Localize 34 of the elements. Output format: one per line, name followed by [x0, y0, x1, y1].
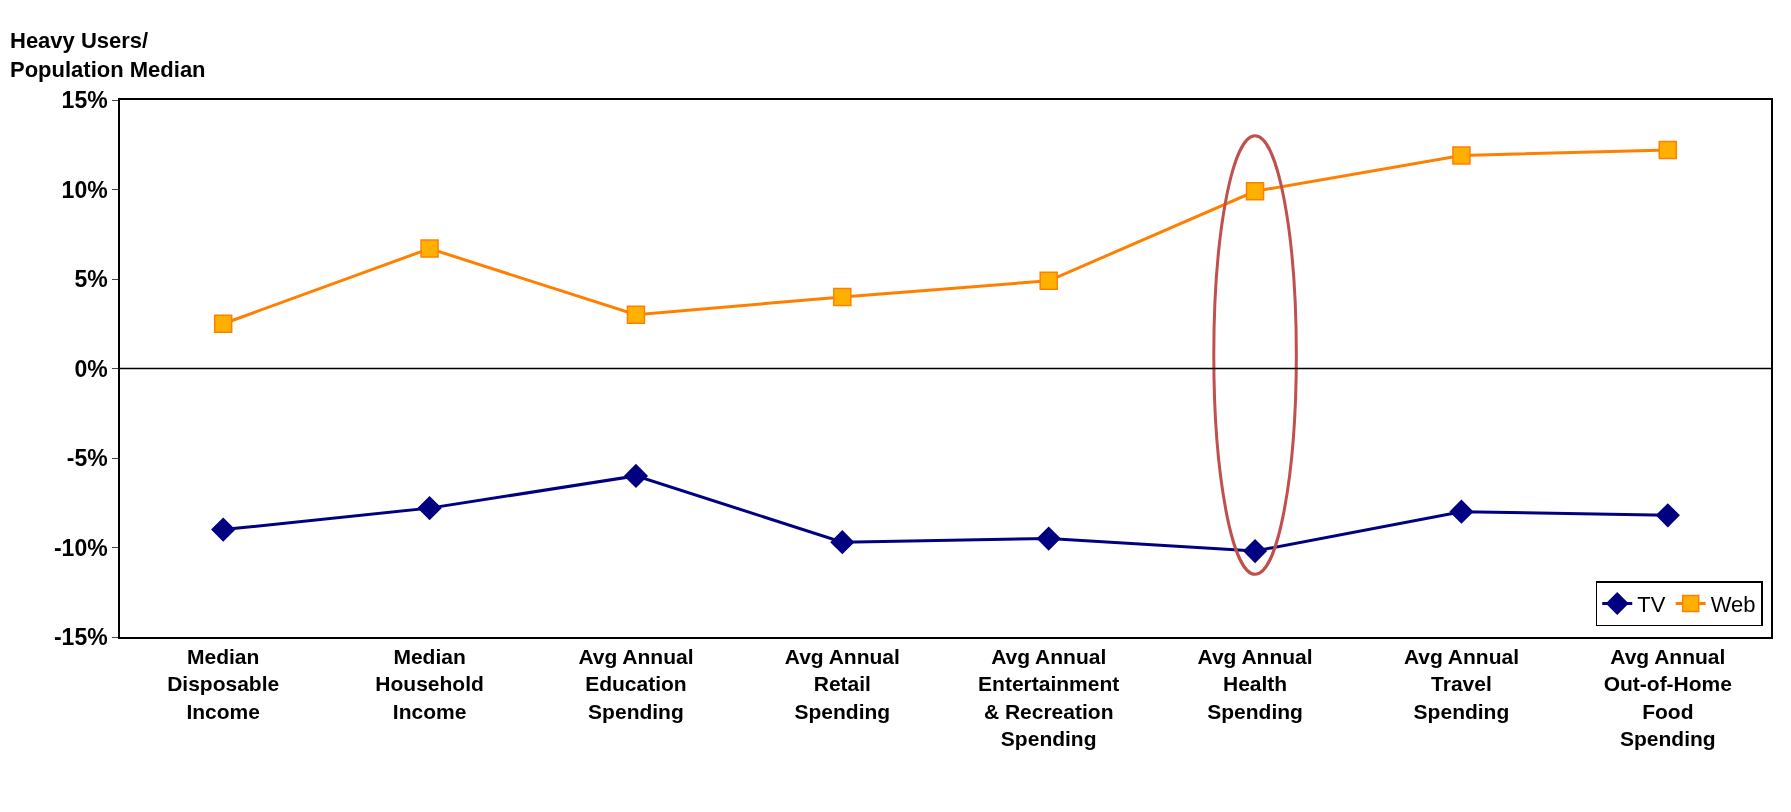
point — [626, 305, 646, 325]
point — [417, 496, 442, 520]
x-tick-label: Avg Annual Travel Spending — [1403, 644, 1519, 723]
y-axis-title: Heavy Users/ Population Median — [10, 28, 206, 82]
point — [830, 530, 855, 554]
y-tick-label: 15% — [61, 87, 108, 114]
point — [1243, 539, 1267, 563]
x-tick-label: Avg Annual Retail Spending — [784, 644, 900, 723]
point — [420, 239, 439, 258]
y-tick-label: -10% — [53, 534, 108, 561]
x-tick-label: Avg Annual Entertainment & Recreation Spending — [978, 644, 1120, 750]
point — [1036, 526, 1061, 551]
x-tick-label: Avg Annual Out-of-Home Food Spending — [1603, 644, 1732, 750]
x-tick-label: Avg Annual Education Spending — [578, 644, 694, 723]
point — [213, 314, 233, 333]
point — [624, 464, 648, 488]
point — [1656, 503, 1680, 528]
point — [1452, 146, 1471, 165]
point — [1039, 271, 1058, 291]
point — [211, 517, 235, 542]
x-tick-label: Median Household Income — [375, 644, 484, 723]
point — [1449, 499, 1474, 524]
x-tick-label: Median Disposable Income — [167, 644, 280, 723]
legend-label: Web — [1710, 592, 1756, 618]
y-tick-label: -5% — [66, 445, 108, 472]
point — [1245, 182, 1265, 201]
y-tick-label: -15% — [53, 624, 108, 651]
legend-label: TV — [1637, 592, 1666, 618]
point — [833, 287, 852, 307]
y-tick-label: 5% — [74, 266, 108, 293]
point — [1658, 140, 1678, 160]
x-tick-label: Avg Annual Health Spending — [1197, 644, 1313, 723]
y-tick-label: 10% — [61, 176, 108, 203]
y-tick-label: 0% — [74, 355, 108, 382]
